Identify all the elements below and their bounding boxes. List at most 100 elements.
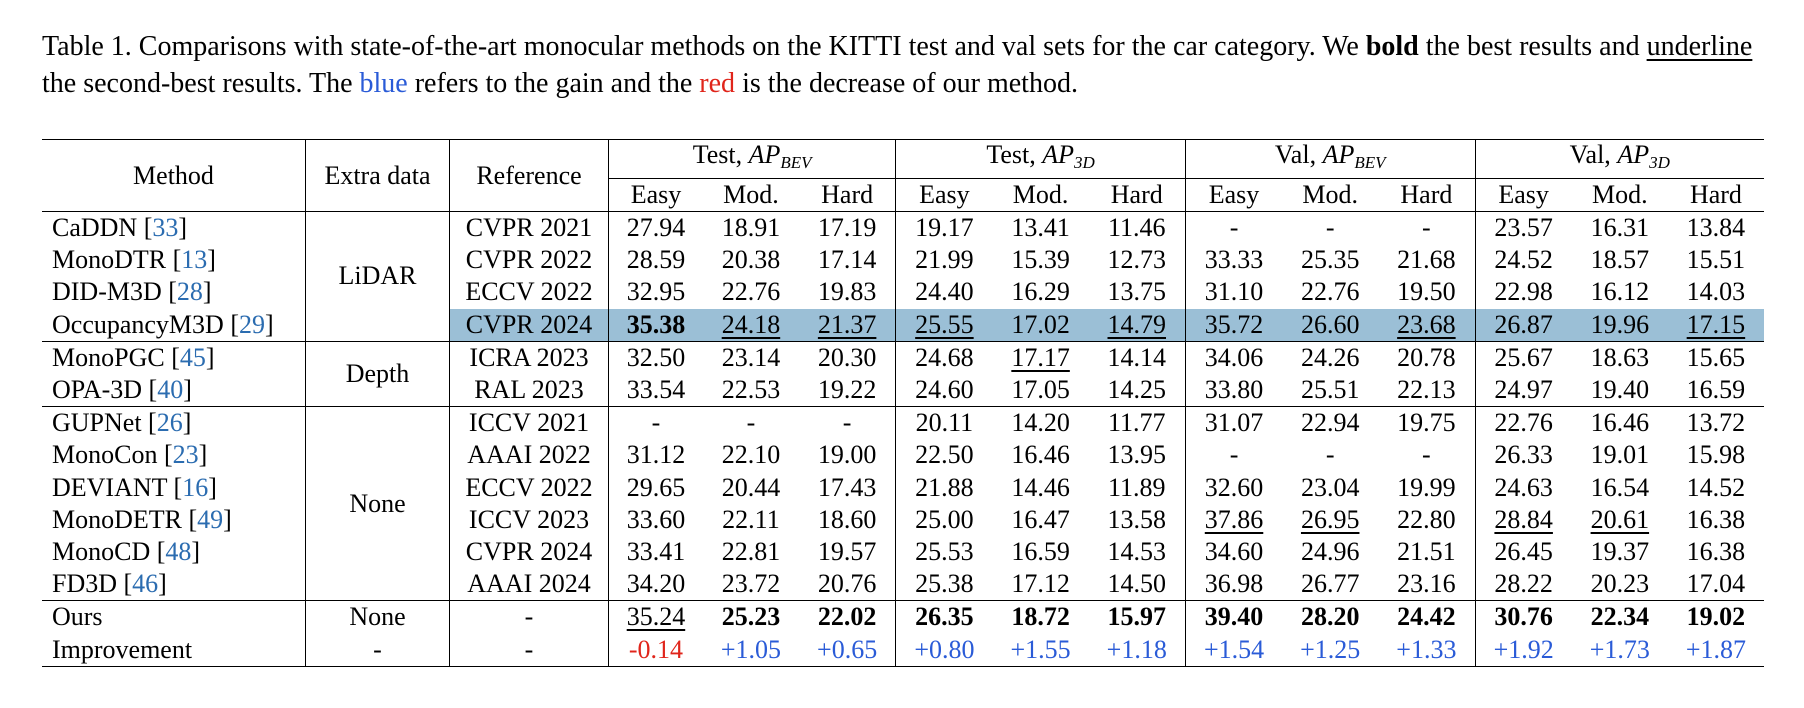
value-cell: 30.76 xyxy=(1475,600,1572,634)
method-label: OccupancyM3D [ xyxy=(52,309,239,339)
value-cell: 35.72 xyxy=(1185,308,1283,342)
value-cell: 16.47 xyxy=(993,504,1089,536)
value-cell: 18.72 xyxy=(992,600,1089,634)
citation-link[interactable]: 23 xyxy=(172,440,199,470)
value-cell: 18.60 xyxy=(798,503,897,536)
citation-link[interactable]: 33 xyxy=(152,213,179,243)
citation-link[interactable]: 40 xyxy=(157,375,184,405)
value-text: - xyxy=(1422,440,1431,470)
reference-cell: - xyxy=(449,633,609,667)
value-text: 30.76 xyxy=(1494,602,1553,632)
citation-link[interactable]: 13 xyxy=(181,245,208,275)
reference-cell: CVPR 2024 xyxy=(449,308,609,342)
method-name: MonoDETR [49] xyxy=(42,503,306,536)
caption-text: the best results and xyxy=(1418,31,1647,62)
value-text: 24.40 xyxy=(915,277,974,307)
value-cell: 23.16 xyxy=(1378,568,1476,601)
value-cell: 20.61 xyxy=(1572,504,1668,536)
value-text: 16.47 xyxy=(1011,504,1070,534)
value-cell: - xyxy=(1185,439,1282,471)
value-cell: 22.81 xyxy=(703,536,799,568)
value-cell: - xyxy=(1378,211,1476,245)
value-cell: 22.76 xyxy=(703,276,799,308)
value-text: 25.53 xyxy=(915,536,974,566)
value-text: 11.46 xyxy=(1107,213,1166,243)
header-group-test-bev: Test, APBEV xyxy=(608,139,897,179)
value-text: 20.61 xyxy=(1590,504,1650,534)
value-text: 23.72 xyxy=(721,569,781,599)
value-text: 15.39 xyxy=(1011,245,1070,275)
value-cell: 34.06 xyxy=(1185,340,1283,374)
value-text: 24.97 xyxy=(1494,375,1553,405)
value-text: 33.41 xyxy=(626,536,686,566)
value-cell: 21.37 xyxy=(798,308,897,342)
value-cell: 22.11 xyxy=(703,504,799,536)
value-text: 29.65 xyxy=(626,472,686,502)
extra-data-cell: None xyxy=(305,406,450,601)
value-cell: 18.57 xyxy=(1572,244,1668,276)
reference-cell: AAAI 2024 xyxy=(449,568,609,601)
value-text: 19.01 xyxy=(1590,440,1650,470)
value-cell: 24.60 xyxy=(896,374,993,407)
method-label: Ours xyxy=(52,602,103,632)
value-text: 20.38 xyxy=(721,245,781,275)
value-text: 19.37 xyxy=(1590,536,1650,566)
citation-link[interactable]: 48 xyxy=(165,536,192,566)
value-cell: 24.96 xyxy=(1282,536,1378,568)
value-cell: 25.00 xyxy=(896,504,993,536)
reference-cell: - xyxy=(449,600,609,634)
value-cell: 17.02 xyxy=(992,308,1089,342)
value-cell: 31.10 xyxy=(1185,276,1282,308)
group-sub: 3D xyxy=(1074,153,1095,172)
value-cell: 19.40 xyxy=(1572,374,1668,407)
value-text: 21.68 xyxy=(1397,245,1456,275)
value-text: +1.25 xyxy=(1300,634,1361,664)
caption-text: the second-best results. The xyxy=(42,68,360,99)
value-text: 22.34 xyxy=(1590,602,1650,632)
value-cell: 39.40 xyxy=(1185,600,1283,634)
value-text: 34.06 xyxy=(1204,342,1264,372)
value-cell: +0.80 xyxy=(895,633,993,667)
value-cell: 17.05 xyxy=(993,374,1089,407)
value-text: 24.63 xyxy=(1494,472,1553,502)
value-cell: 13.58 xyxy=(1088,503,1186,536)
value-text: 24.52 xyxy=(1494,245,1553,275)
value-cell: 25.55 xyxy=(895,308,993,342)
extra-data-cell: LiDAR xyxy=(305,211,450,342)
value-cell: 23.68 xyxy=(1378,308,1476,342)
citation-link[interactable]: 29 xyxy=(239,309,265,339)
header-difficulty: Hard xyxy=(798,178,897,212)
header-difficulty: Mod. xyxy=(1282,178,1379,212)
value-cell: 24.26 xyxy=(1282,340,1379,374)
value-text: 22.53 xyxy=(721,375,781,405)
method-label: GUPNet [ xyxy=(52,408,157,438)
value-text: 20.23 xyxy=(1590,569,1650,599)
value-text: 26.77 xyxy=(1300,569,1360,599)
value-text: +1.55 xyxy=(1010,634,1071,664)
value-cell: 26.33 xyxy=(1475,439,1572,471)
citation-bracket: ] xyxy=(198,440,208,470)
reference-cell: ECCV 2022 xyxy=(449,471,609,504)
citation-link[interactable]: 16 xyxy=(182,472,209,502)
citation-link[interactable]: 28 xyxy=(176,277,203,307)
value-cell: 22.02 xyxy=(798,600,897,634)
extra-data-cell: - xyxy=(305,633,450,667)
value-text: 18.60 xyxy=(817,504,877,534)
method-label: FD3D [ xyxy=(52,569,133,599)
value-text: 26.33 xyxy=(1494,440,1553,470)
extra-data-cell: None xyxy=(305,600,450,634)
citation-link[interactable]: 46 xyxy=(132,569,159,599)
reference-cell: ECCV 2022 xyxy=(449,276,609,309)
value-cell: 17.04 xyxy=(1668,568,1764,601)
value-text: 22.76 xyxy=(721,277,781,307)
value-cell: 36.98 xyxy=(1185,568,1282,601)
value-text: 18.72 xyxy=(1011,602,1070,632)
value-text: 22.76 xyxy=(1494,408,1553,438)
citation-link[interactable]: 26 xyxy=(156,408,183,438)
citation-link[interactable]: 45 xyxy=(179,342,206,372)
value-cell: 20.78 xyxy=(1378,340,1476,374)
table-row: MonoCD [48] CVPR 2024 33.41 22.81 19.57 25.53… xyxy=(42,535,1764,569)
value-text: 14.79 xyxy=(1107,309,1167,339)
header-difficulty: Hard xyxy=(1088,178,1186,212)
citation-link[interactable]: 49 xyxy=(197,504,224,534)
